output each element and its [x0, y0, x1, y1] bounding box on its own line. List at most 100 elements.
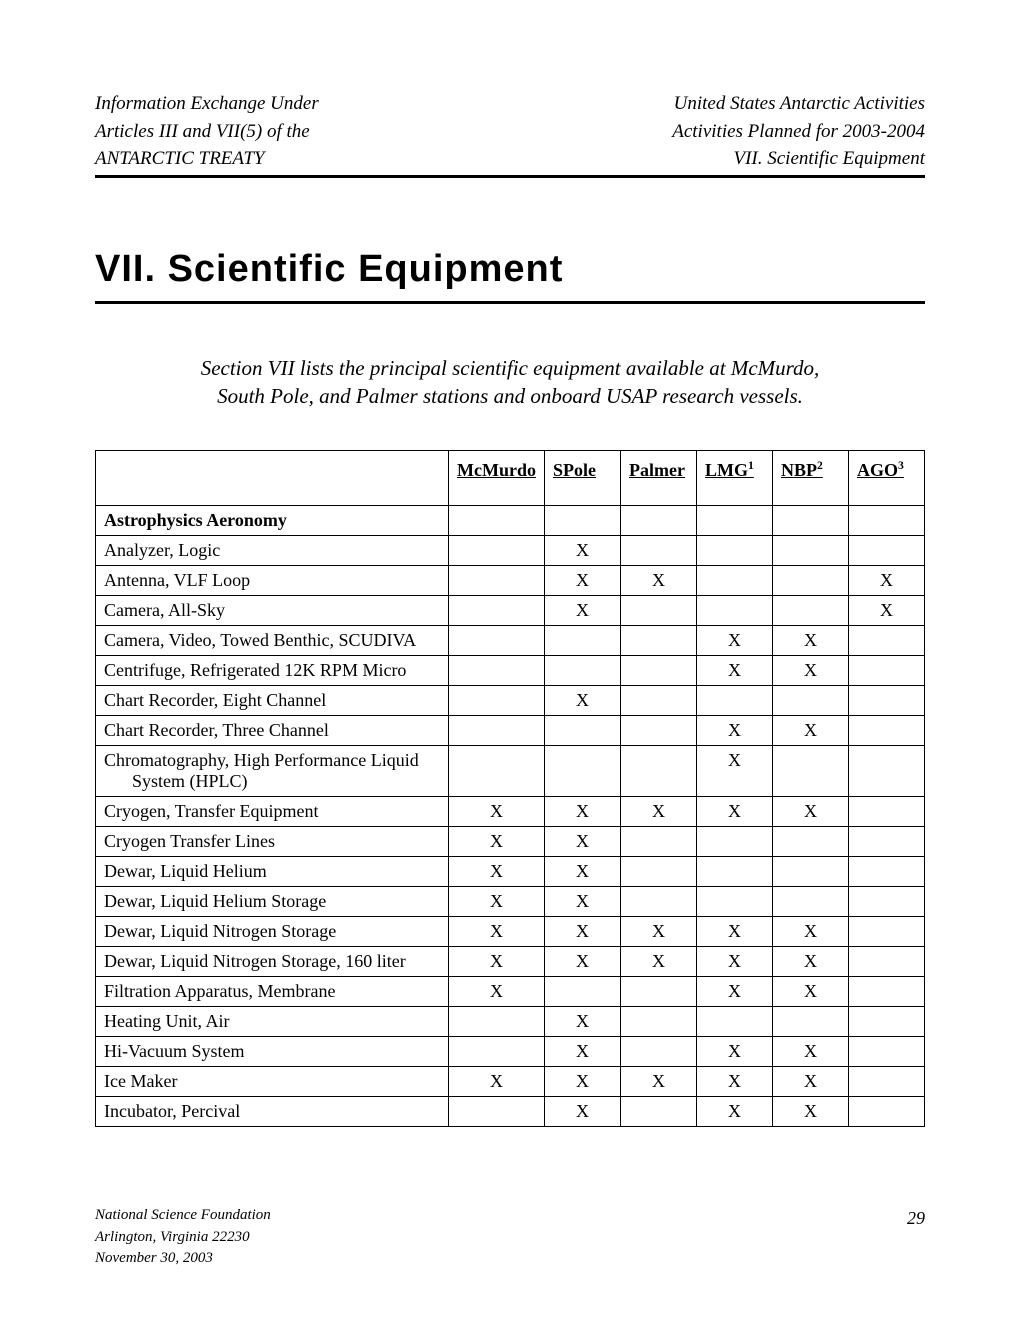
x-cell: X [697, 656, 773, 686]
equipment-table: McMurdo SPole Palmer LMG1 NBP2 AGO3 Astr… [95, 450, 925, 1127]
x-cell [849, 977, 925, 1007]
x-cell: X [449, 797, 545, 827]
x-cell [849, 917, 925, 947]
x-cell: X [773, 917, 849, 947]
x-cell [449, 686, 545, 716]
equipment-name: Analyzer, Logic [96, 536, 449, 566]
header-left-line1: Information Exchange Under [95, 90, 319, 118]
x-cell: X [697, 1067, 773, 1097]
x-cell: X [545, 1097, 621, 1127]
x-cell: X [545, 827, 621, 857]
footer-address: Arlington, Virginia 22230 [95, 1227, 271, 1249]
x-cell: X [849, 596, 925, 626]
x-cell [449, 1037, 545, 1067]
x-cell: X [545, 536, 621, 566]
page-header: Information Exchange Under Articles III … [95, 90, 925, 178]
table-row: Antenna, VLF LoopXXX [96, 566, 925, 596]
x-cell [849, 1097, 925, 1127]
table-row: Incubator, PercivalXXX [96, 1097, 925, 1127]
col-ago: AGO3 [849, 451, 925, 506]
x-cell [449, 656, 545, 686]
table-row: Hi-Vacuum SystemXXX [96, 1037, 925, 1067]
header-left-line3: ANTARCTIC TREATY [95, 145, 319, 173]
x-cell: X [545, 1067, 621, 1097]
footer-left: National Science Foundation Arlington, V… [95, 1205, 271, 1270]
header-left-line2: Articles III and VII(5) of the [95, 118, 319, 146]
x-cell: X [545, 887, 621, 917]
x-cell [849, 536, 925, 566]
x-cell: X [449, 827, 545, 857]
x-cell [621, 716, 697, 746]
x-cell [773, 857, 849, 887]
col-nbp: NBP2 [773, 451, 849, 506]
header-right: United States Antarctic Activities Activ… [672, 90, 925, 173]
x-cell: X [449, 1067, 545, 1097]
x-cell [449, 716, 545, 746]
x-cell: X [545, 947, 621, 977]
x-cell: X [697, 716, 773, 746]
header-right-line3: VII. Scientific Equipment [672, 145, 925, 173]
x-cell: X [697, 977, 773, 1007]
x-cell: X [773, 977, 849, 1007]
section-label: Astrophysics Aeronomy [96, 506, 449, 536]
x-cell [545, 716, 621, 746]
x-cell: X [697, 626, 773, 656]
x-cell [697, 827, 773, 857]
table-row: Filtration Apparatus, MembraneXXX [96, 977, 925, 1007]
x-cell [773, 746, 849, 797]
x-cell [849, 857, 925, 887]
table-row: Analyzer, Logic X [96, 536, 925, 566]
table-row: Chart Recorder, Three Channel XX [96, 716, 925, 746]
equipment-name: Dewar, Liquid Nitrogen Storage, 160 lite… [96, 947, 449, 977]
x-cell: X [449, 887, 545, 917]
x-cell: X [545, 797, 621, 827]
equipment-name: Incubator, Percival [96, 1097, 449, 1127]
x-cell [697, 857, 773, 887]
page-footer: National Science Foundation Arlington, V… [95, 1205, 925, 1270]
table-row: Camera, All-SkyXX [96, 596, 925, 626]
equipment-name: Chart Recorder, Eight Channel [96, 686, 449, 716]
x-cell [545, 746, 621, 797]
x-cell [697, 596, 773, 626]
x-cell [697, 887, 773, 917]
x-cell [849, 1037, 925, 1067]
section-intro: Section VII lists the principal scientif… [190, 354, 830, 411]
x-cell: X [773, 1037, 849, 1067]
x-cell: X [449, 857, 545, 887]
table-row: Cryogen Transfer LinesXX [96, 827, 925, 857]
x-cell [621, 656, 697, 686]
table-row: Chromatography, High Performance LiquidS… [96, 746, 925, 797]
header-right-line1: United States Antarctic Activities [672, 90, 925, 118]
x-cell: X [773, 1097, 849, 1127]
x-cell: X [849, 566, 925, 596]
x-cell [773, 887, 849, 917]
x-cell: X [449, 947, 545, 977]
x-cell: X [621, 1067, 697, 1097]
equipment-name: Antenna, VLF Loop [96, 566, 449, 596]
col-mcmurdo: McMurdo [449, 451, 545, 506]
x-cell [849, 1067, 925, 1097]
table-row: Dewar, Liquid HeliumXX [96, 857, 925, 887]
table-row: Cryogen, Transfer EquipmentXXXXX [96, 797, 925, 827]
table-header: McMurdo SPole Palmer LMG1 NBP2 AGO3 [96, 451, 925, 506]
x-cell: X [773, 1067, 849, 1097]
equipment-name: Filtration Apparatus, Membrane [96, 977, 449, 1007]
x-cell [849, 1007, 925, 1037]
col-spole: SPole [545, 451, 621, 506]
x-cell: X [773, 716, 849, 746]
table-row: Heating Unit, AirX [96, 1007, 925, 1037]
table-section-row: Astrophysics Aeronomy [96, 506, 925, 536]
equipment-name: Dewar, Liquid Helium [96, 857, 449, 887]
header-left: Information Exchange Under Articles III … [95, 90, 319, 173]
col-equipment [96, 451, 449, 506]
table-row: Ice MakerXXXXX [96, 1067, 925, 1097]
x-cell: X [545, 857, 621, 887]
equipment-name: Heating Unit, Air [96, 1007, 449, 1037]
equipment-name: Chart Recorder, Three Channel [96, 716, 449, 746]
table-row: Chart Recorder, Eight ChannelX [96, 686, 925, 716]
equipment-name: Camera, All-Sky [96, 596, 449, 626]
table-row: Dewar, Liquid Nitrogen Storage, 160 lite… [96, 947, 925, 977]
x-cell [621, 686, 697, 716]
x-cell [773, 566, 849, 596]
x-cell [849, 827, 925, 857]
